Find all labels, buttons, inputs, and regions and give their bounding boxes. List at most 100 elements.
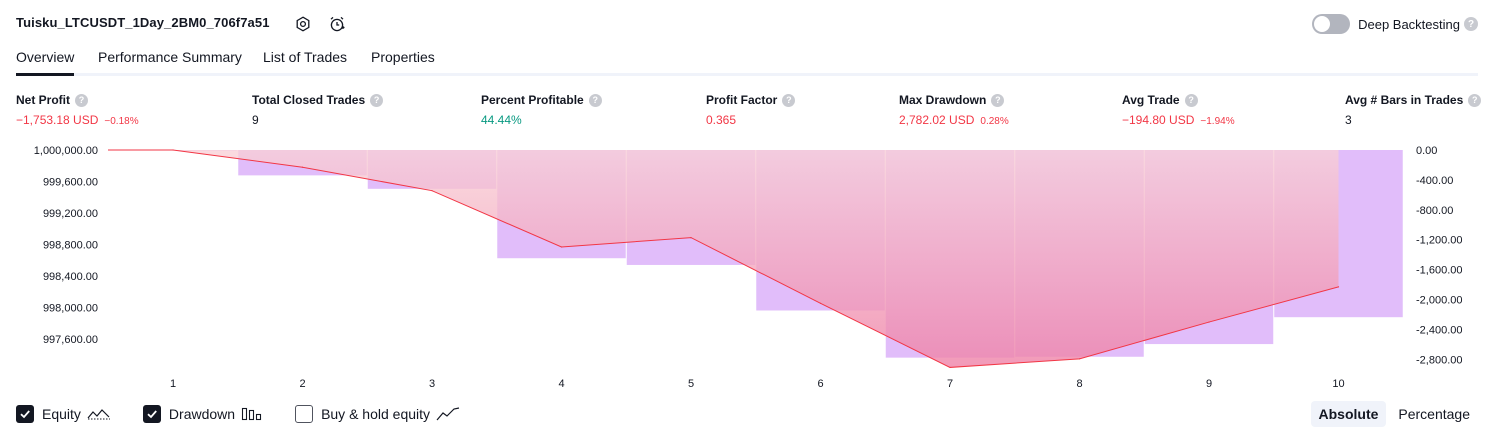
right-axis-tick-label: -2,400.00: [1416, 324, 1462, 336]
equity-point: [431, 190, 433, 192]
x-axis-tick-label: 6: [817, 378, 823, 390]
legend-equity[interactable]: Equity: [16, 405, 111, 423]
deep-backtesting-label: Deep Backtesting: [1358, 16, 1460, 32]
left-axis-tick-label: 997,600.00: [43, 334, 98, 346]
x-axis: 1 2 3 4 5 6 7 8 9 10: [170, 378, 1345, 390]
left-axis-tick-label: 999,200.00: [43, 208, 98, 220]
value-mode-switch: Absolute Percentage: [1310, 400, 1479, 428]
stat-value: −194.80 USD: [1122, 113, 1195, 127]
help-icon[interactable]: ?: [370, 93, 384, 107]
left-axis-tick-label: 998,000.00: [43, 303, 98, 315]
stat-percent: −0.18%: [104, 116, 139, 127]
report-tabs: Overview Performance Summary List of Tra…: [16, 44, 1478, 76]
stat-value: 0.365: [706, 113, 737, 127]
legend-drawdown[interactable]: Drawdown: [142, 405, 263, 423]
x-axis-tick-label: 2: [299, 378, 305, 390]
deep-backtesting-control: Deep Backtesting ?: [1312, 12, 1478, 36]
stat-avg-bars-in-trades: Avg # Bars in Trades? 3: [1345, 93, 1482, 127]
stat-value: 3: [1345, 113, 1352, 127]
stat-value: −1,753.18 USD: [16, 113, 99, 127]
left-axis: 1,000,000.00 999,600.00 999,200.00 998,800.…: [34, 145, 98, 346]
equity-checkbox[interactable]: [16, 405, 34, 423]
stat-percent-profitable: Percent Profitable? 44.44%: [481, 93, 602, 127]
stat-value: 2,782.02 USD: [899, 113, 975, 127]
alarm-clock-icon[interactable]: [326, 13, 348, 35]
equity-point: [301, 166, 304, 168]
buy-hold-checkbox[interactable]: [295, 405, 314, 423]
x-axis-tick-label: 7: [947, 378, 953, 390]
equity-series: [108, 149, 1340, 369]
legend-label: Drawdown: [168, 406, 236, 422]
stat-label: Avg Trade: [1122, 93, 1180, 107]
buy-hold-line-icon: [436, 407, 460, 421]
stat-percent: −1.94%: [1200, 116, 1235, 127]
equity-point: [690, 237, 692, 239]
help-icon[interactable]: ?: [1468, 93, 1482, 107]
settings-hexagon-icon[interactable]: [292, 13, 314, 35]
legend-label: Buy & hold equity: [321, 406, 431, 422]
equity-drawdown-chart[interactable]: 1,000,000.00 999,600.00 999,200.00 998,800.…: [0, 140, 1494, 395]
help-icon[interactable]: ?: [75, 93, 88, 107]
help-icon[interactable]: ?: [1464, 17, 1478, 31]
equity-point: [560, 246, 563, 248]
stat-label: Percent Profitable: [481, 93, 584, 107]
right-axis-tick-label: -2,800.00: [1416, 354, 1462, 366]
strategy-title: Tuisku_LTCUSDT_1Day_2BM0_706f7a51: [16, 15, 270, 30]
x-axis-tick-label: 4: [558, 378, 564, 390]
help-icon[interactable]: ?: [991, 93, 1005, 107]
right-axis-tick-label: -1,200.00: [1416, 235, 1462, 247]
help-icon[interactable]: ?: [1184, 93, 1198, 107]
stat-net-profit: Net Profit? −1,753.18 USD −0.18%: [16, 93, 139, 127]
stat-value: 9: [252, 113, 259, 127]
x-axis-tick-label: 9: [1206, 378, 1212, 390]
left-axis-tick-label: 998,800.00: [43, 240, 98, 252]
right-axis: 0.00 -400.00 -800.00 -1,200.00 -1,600.00 -2,0…: [1416, 145, 1462, 366]
drawdown-bars-icon: [242, 407, 262, 421]
right-axis-tick-label: -800.00: [1416, 205, 1453, 217]
x-axis-tick-label: 3: [429, 378, 435, 390]
absolute-mode-button[interactable]: Absolute: [1310, 401, 1387, 427]
right-axis-tick-label: -2,000.00: [1416, 295, 1462, 307]
equity-point: [1337, 286, 1340, 288]
legend-label: Equity: [42, 406, 81, 422]
equity-point: [819, 302, 822, 304]
tab-performance-summary[interactable]: Performance Summary: [98, 49, 242, 65]
right-axis-tick-label: -1,600.00: [1416, 265, 1462, 277]
left-axis-tick-label: 999,600.00: [43, 177, 98, 189]
stat-profit-factor: Profit Factor? 0.365: [706, 93, 796, 127]
toggle-knob: [1314, 16, 1331, 32]
equity-point: [1208, 321, 1210, 323]
chart-legend: Equity Drawdown Buy & hold equity: [16, 403, 492, 425]
drawdown-checkbox[interactable]: [142, 405, 161, 423]
tab-overview[interactable]: Overview: [16, 49, 75, 76]
right-axis-tick-label: 0.00: [1416, 145, 1437, 157]
report-header: Tuisku_LTCUSDT_1Day_2BM0_706f7a51 Deep B…: [16, 12, 1478, 36]
stat-label: Profit Factor: [706, 93, 778, 107]
x-axis-tick-label: 8: [1076, 378, 1082, 390]
stat-avg-trade: Avg Trade? −194.80 USD −1.94%: [1122, 93, 1235, 127]
x-axis-tick-label: 5: [688, 378, 694, 390]
right-axis-tick-label: -400.00: [1416, 175, 1453, 187]
legend-buy-hold[interactable]: Buy & hold equity: [295, 405, 460, 423]
equity-point: [172, 149, 174, 151]
stat-label: Avg # Bars in Trades: [1345, 93, 1464, 107]
stat-label: Total Closed Trades: [252, 93, 366, 107]
equity-area: [108, 150, 1339, 368]
help-icon[interactable]: ?: [588, 93, 602, 107]
stat-value: 44.44%: [481, 113, 522, 127]
stat-total-closed-trades: Total Closed Trades? 9: [252, 93, 384, 127]
stat-max-drawdown: Max Drawdown? 2,782.02 USD 0.28%: [899, 93, 1009, 127]
equity-line-icon: [87, 409, 110, 420]
left-axis-tick-label: 1,000,000.00: [34, 145, 98, 157]
tab-properties[interactable]: Properties: [371, 49, 435, 65]
x-axis-tick-label: 10: [1332, 378, 1344, 390]
percentage-mode-button[interactable]: Percentage: [1398, 406, 1470, 422]
stat-label: Net Profit: [16, 93, 70, 107]
left-axis-tick-label: 998,400.00: [43, 271, 98, 283]
deep-backtesting-toggle[interactable]: [1312, 14, 1351, 34]
stat-percent: 0.28%: [980, 116, 1009, 127]
equity-point: [949, 366, 951, 369]
help-icon[interactable]: ?: [782, 93, 796, 107]
tab-list-of-trades[interactable]: List of Trades: [263, 49, 348, 65]
stat-label: Max Drawdown: [899, 93, 987, 107]
